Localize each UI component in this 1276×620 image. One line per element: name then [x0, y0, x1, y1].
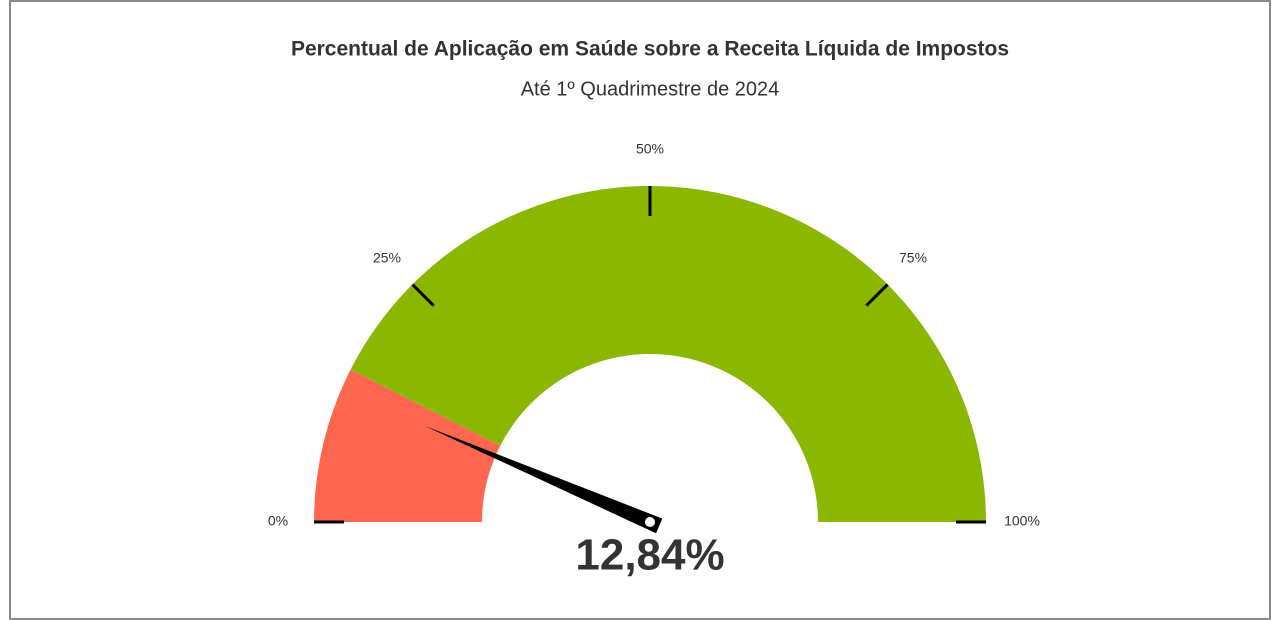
tick-mark — [865, 283, 889, 307]
gauge-band — [350, 185, 986, 522]
value-label: 12,84% — [575, 531, 724, 580]
tick-label: 75% — [899, 250, 927, 266]
tick-mark — [411, 283, 435, 307]
needle-pivot — [643, 515, 657, 529]
tick-label: 50% — [636, 141, 664, 157]
chart-title: Percentual de Aplicação em Saúde sobre a… — [291, 38, 1009, 61]
chart-subtitle: Até 1º Quadrimestre de 2024 — [521, 78, 780, 100]
tick-label: 0% — [268, 513, 288, 529]
gauge-band — [314, 369, 501, 522]
page: Percentual de Aplicação em Saúde sobre a… — [9, 0, 1271, 620]
needle — [424, 425, 663, 534]
tick-label: 100% — [1004, 513, 1040, 529]
tick-label: 25% — [373, 250, 401, 266]
chart: Percentual de Aplicação em Saúde sobre a… — [268, 38, 1040, 580]
